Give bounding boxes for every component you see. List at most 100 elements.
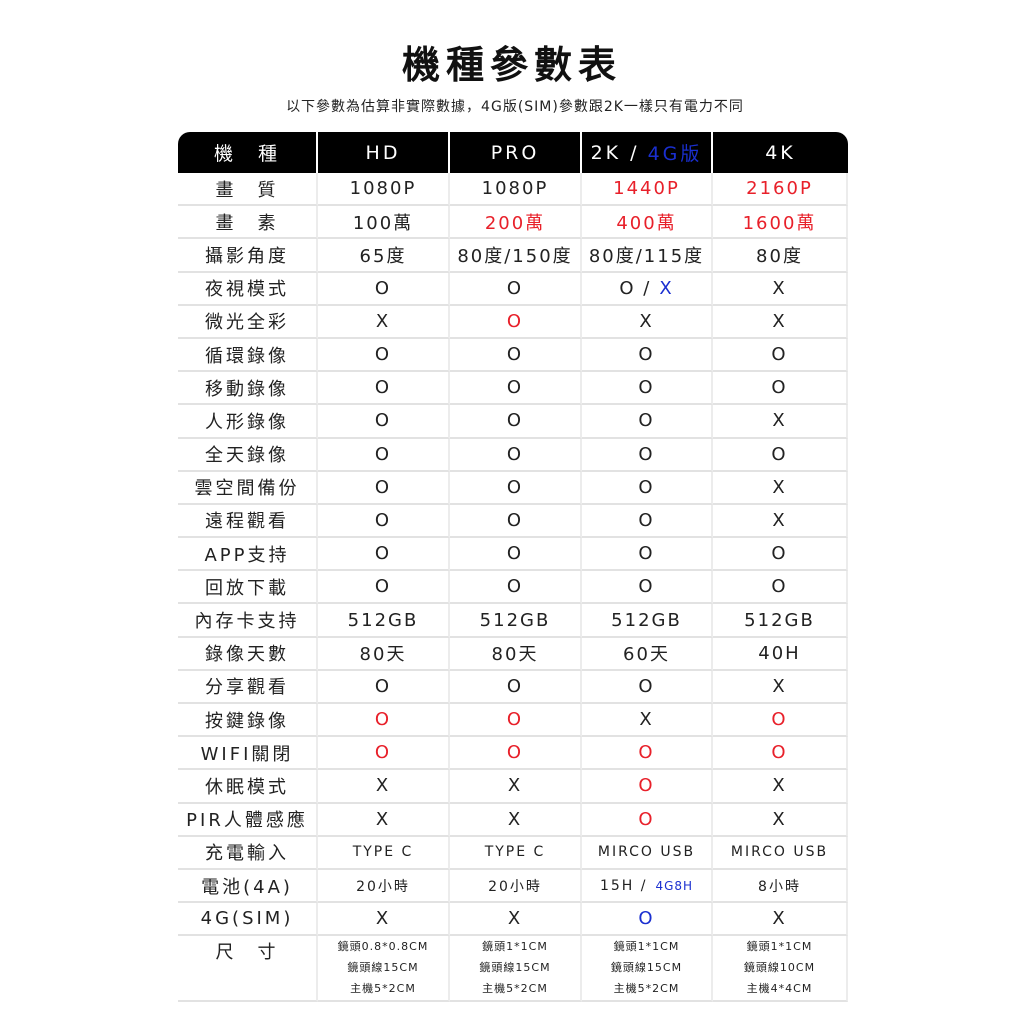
spec-table: 機 種 HD PRO 2K / 4G版 4K 畫 質 1080P 1080P 1440P 2160…	[178, 132, 848, 1003]
cell-pro: TYPE C	[450, 836, 582, 870]
cell-hd: X	[318, 305, 450, 339]
cell-4k: X	[713, 405, 848, 439]
table-row: 遠程觀看 O O O X	[178, 504, 848, 539]
cell-hd: 512GB	[318, 604, 450, 638]
row-label: 錄像天數	[178, 637, 318, 671]
cell-2k: O	[582, 803, 713, 837]
cell-value: TYPE C	[484, 844, 546, 861]
cell-pro: 鏡頭1*1CM 鏡頭線15CM 主機5*2CM	[450, 936, 582, 1003]
cell-value: X	[772, 410, 787, 432]
cell-pro: 20小時	[450, 869, 582, 904]
cell-pro: O	[450, 305, 582, 339]
cell-value: 512GB	[479, 609, 551, 631]
header-4k: 4K	[713, 132, 848, 173]
row-label: 回放下載	[178, 571, 318, 605]
cell-value: O	[638, 675, 655, 697]
cell-value: O /	[619, 277, 652, 299]
cell-value: 400萬	[616, 212, 677, 234]
cell-hd: O	[318, 538, 450, 572]
cell-value: O	[638, 543, 655, 565]
row-label: APP支持	[178, 538, 318, 572]
cell-pro: O	[450, 471, 582, 505]
row-label: 畫 質	[178, 173, 318, 207]
cell-pro: 80度/150度	[450, 239, 582, 273]
size-line: 鏡頭線15CM	[479, 961, 551, 975]
cell-hd: 1080P	[318, 173, 450, 207]
cell-value: O	[506, 377, 524, 399]
cell-value: O	[506, 310, 524, 332]
row-label: 攝影角度	[178, 239, 318, 273]
cell-2k: 80度/115度	[582, 239, 713, 273]
cell-4k: MIRCO USB	[713, 836, 848, 870]
cell-value: O	[506, 277, 524, 299]
cell-2k: 512GB	[582, 604, 713, 638]
cell-value: X	[375, 775, 391, 797]
cell-value: 80天	[491, 644, 539, 666]
row-label: 雲空間備份	[178, 471, 318, 505]
cell-value: 80度/150度	[457, 245, 573, 267]
cell-4k: O	[713, 372, 848, 406]
cell-hd: X	[318, 803, 450, 837]
table-row-size: 尺 寸 鏡頭0.8*0.8CM 鏡頭線15CM 主機5*2CM 鏡頭1*1CM 鏡頭線15…	[178, 936, 848, 1003]
cell-4k: X	[713, 670, 848, 704]
cell-value: O	[771, 709, 788, 731]
cell-value: X	[772, 775, 787, 797]
table-row: 回放下載 O O O O	[178, 571, 848, 605]
cell-4k: 1600萬	[713, 206, 848, 240]
cell-pro: X	[450, 903, 582, 937]
row-label: 4G(SIM)	[178, 903, 318, 937]
cell-hd: 80天	[318, 637, 450, 671]
table-row: 夜視模式 O O O / X X	[178, 272, 848, 306]
size-line: 主機5*2CM	[482, 982, 548, 996]
cell-2k: MIRCO USB	[582, 836, 713, 870]
table-row: 分享觀看 O O O X	[178, 670, 848, 704]
cell-value: 15H /	[599, 877, 648, 894]
header-model: 機 種	[178, 132, 316, 173]
cell-value: O	[638, 476, 655, 498]
cell-value: O	[374, 709, 392, 731]
row-label: 夜視模式	[178, 272, 318, 306]
cell-value: 60天	[623, 644, 670, 666]
cell-value: X	[507, 908, 523, 930]
table-row: 內存卡支持 512GB 512GB 512GB 512GB	[178, 604, 848, 638]
page-subtitle: 以下參數為估算非實際數據，4G版(SIM)參數跟2K一樣只有電力不同	[286, 99, 744, 115]
cell-2k: O	[582, 438, 713, 472]
cell-hd: O	[318, 272, 450, 306]
cell-pro: O	[450, 438, 582, 472]
size-line: 主機5*2CM	[613, 982, 680, 996]
cell-value: 80度	[756, 245, 803, 267]
cell-4k: O	[713, 438, 848, 472]
cell-value: O	[506, 709, 524, 731]
cell-4k: 40H	[713, 637, 848, 671]
cell-value: O	[506, 742, 524, 764]
cell-hd: TYPE C	[318, 836, 450, 870]
cell-value: 1440P	[613, 178, 680, 200]
cell-value: 2K /	[590, 141, 640, 164]
cell-4k: O	[713, 704, 848, 738]
cell-value-highlight: X	[659, 277, 674, 299]
row-label: 遠程觀看	[178, 504, 318, 539]
cell-value: O	[638, 509, 655, 531]
cell-hd: O	[318, 670, 450, 704]
cell-2k: O	[582, 405, 713, 439]
cell-pro: O	[450, 272, 582, 306]
cell-4k: O	[713, 571, 848, 605]
cell-hd: X	[318, 903, 450, 937]
cell-value: X	[507, 775, 523, 797]
page-title: 機種參數表	[401, 43, 622, 87]
cell-2k: O	[582, 670, 713, 704]
cell-hd: X	[318, 770, 450, 804]
cell-value: MIRCO USB	[597, 844, 696, 861]
cell-value: O	[771, 344, 788, 366]
cell-hd: O	[318, 504, 450, 539]
size-line: 鏡頭1*1CM	[746, 940, 813, 954]
size-line: 鏡頭線10CM	[743, 961, 816, 975]
cell-4k: X	[713, 272, 848, 306]
row-label: 內存卡支持	[178, 604, 318, 638]
cell-4k: X	[713, 770, 848, 804]
table-row: 微光全彩 X O X X	[178, 305, 848, 339]
cell-4k: X	[713, 903, 848, 937]
table-row: 電池(4A) 20小時 20小時 15H / 4G8H 8小時	[178, 869, 848, 904]
cell-value: O	[771, 443, 788, 465]
cell-value: 200萬	[484, 212, 546, 234]
